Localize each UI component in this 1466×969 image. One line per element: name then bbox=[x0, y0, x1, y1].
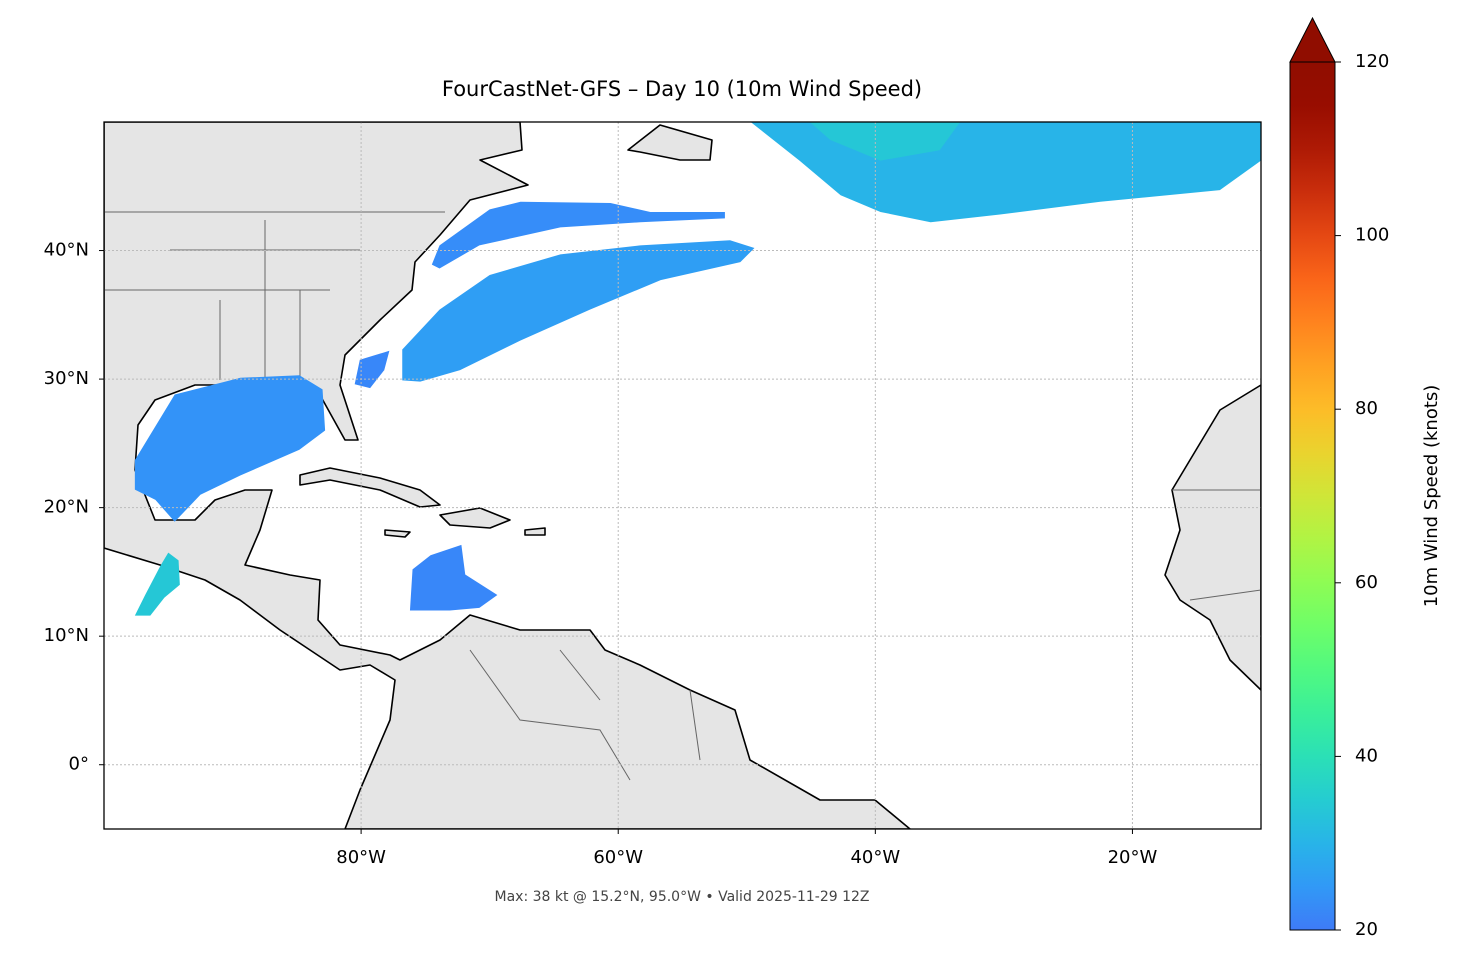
colorbar bbox=[1289, 61, 1336, 931]
colorbar-tick-label: 120 bbox=[1355, 51, 1389, 72]
wind-region bbox=[134, 375, 326, 522]
colorbar-extend bbox=[1289, 16, 1336, 63]
americas bbox=[104, 122, 911, 829]
hispaniola bbox=[439, 507, 511, 529]
map-frame bbox=[103, 121, 1262, 830]
wind-region bbox=[402, 240, 755, 382]
wind-region bbox=[134, 552, 180, 616]
y-tick-label: 40°N bbox=[44, 240, 89, 261]
x-tick-label: 60°W bbox=[593, 847, 643, 868]
wind-field bbox=[134, 122, 1261, 616]
colorbar-tick-label: 40 bbox=[1355, 745, 1378, 766]
land bbox=[104, 122, 1261, 829]
annotation: Max: 38 kt @ 15.2°N, 95.0°W • Valid 2025… bbox=[495, 889, 870, 905]
wind-region bbox=[409, 544, 498, 611]
y-tick-label: 30°N bbox=[44, 368, 89, 389]
x-tick-label: 40°W bbox=[850, 847, 900, 868]
colorbar-tick-label: 20 bbox=[1355, 919, 1378, 940]
colorbar-tick-label: 80 bbox=[1355, 398, 1378, 419]
africa bbox=[1164, 384, 1261, 691]
grid bbox=[104, 122, 1261, 829]
colorbar-label: 10m Wind Speed (knots) bbox=[1421, 385, 1442, 608]
x-tick-label: 20°W bbox=[1108, 847, 1158, 868]
jamaica bbox=[384, 529, 411, 538]
x-tick-label: 80°W bbox=[336, 847, 386, 868]
colorbar-tick-label: 60 bbox=[1355, 572, 1378, 593]
y-tick-label: 10°N bbox=[44, 625, 89, 646]
chart-title: FourCastNet-GFS – Day 10 (10m Wind Speed… bbox=[442, 77, 922, 101]
y-tick-label: 20°N bbox=[44, 497, 89, 518]
wind-region bbox=[354, 350, 390, 389]
y-tick-label: 0° bbox=[69, 754, 89, 775]
puerto-rico bbox=[524, 527, 546, 536]
newfoundland bbox=[627, 124, 713, 161]
colorbar-tick-label: 100 bbox=[1355, 225, 1389, 246]
wind-region bbox=[809, 122, 961, 161]
wind-region bbox=[431, 201, 725, 269]
borders bbox=[104, 211, 1261, 781]
cuba bbox=[299, 467, 441, 508]
